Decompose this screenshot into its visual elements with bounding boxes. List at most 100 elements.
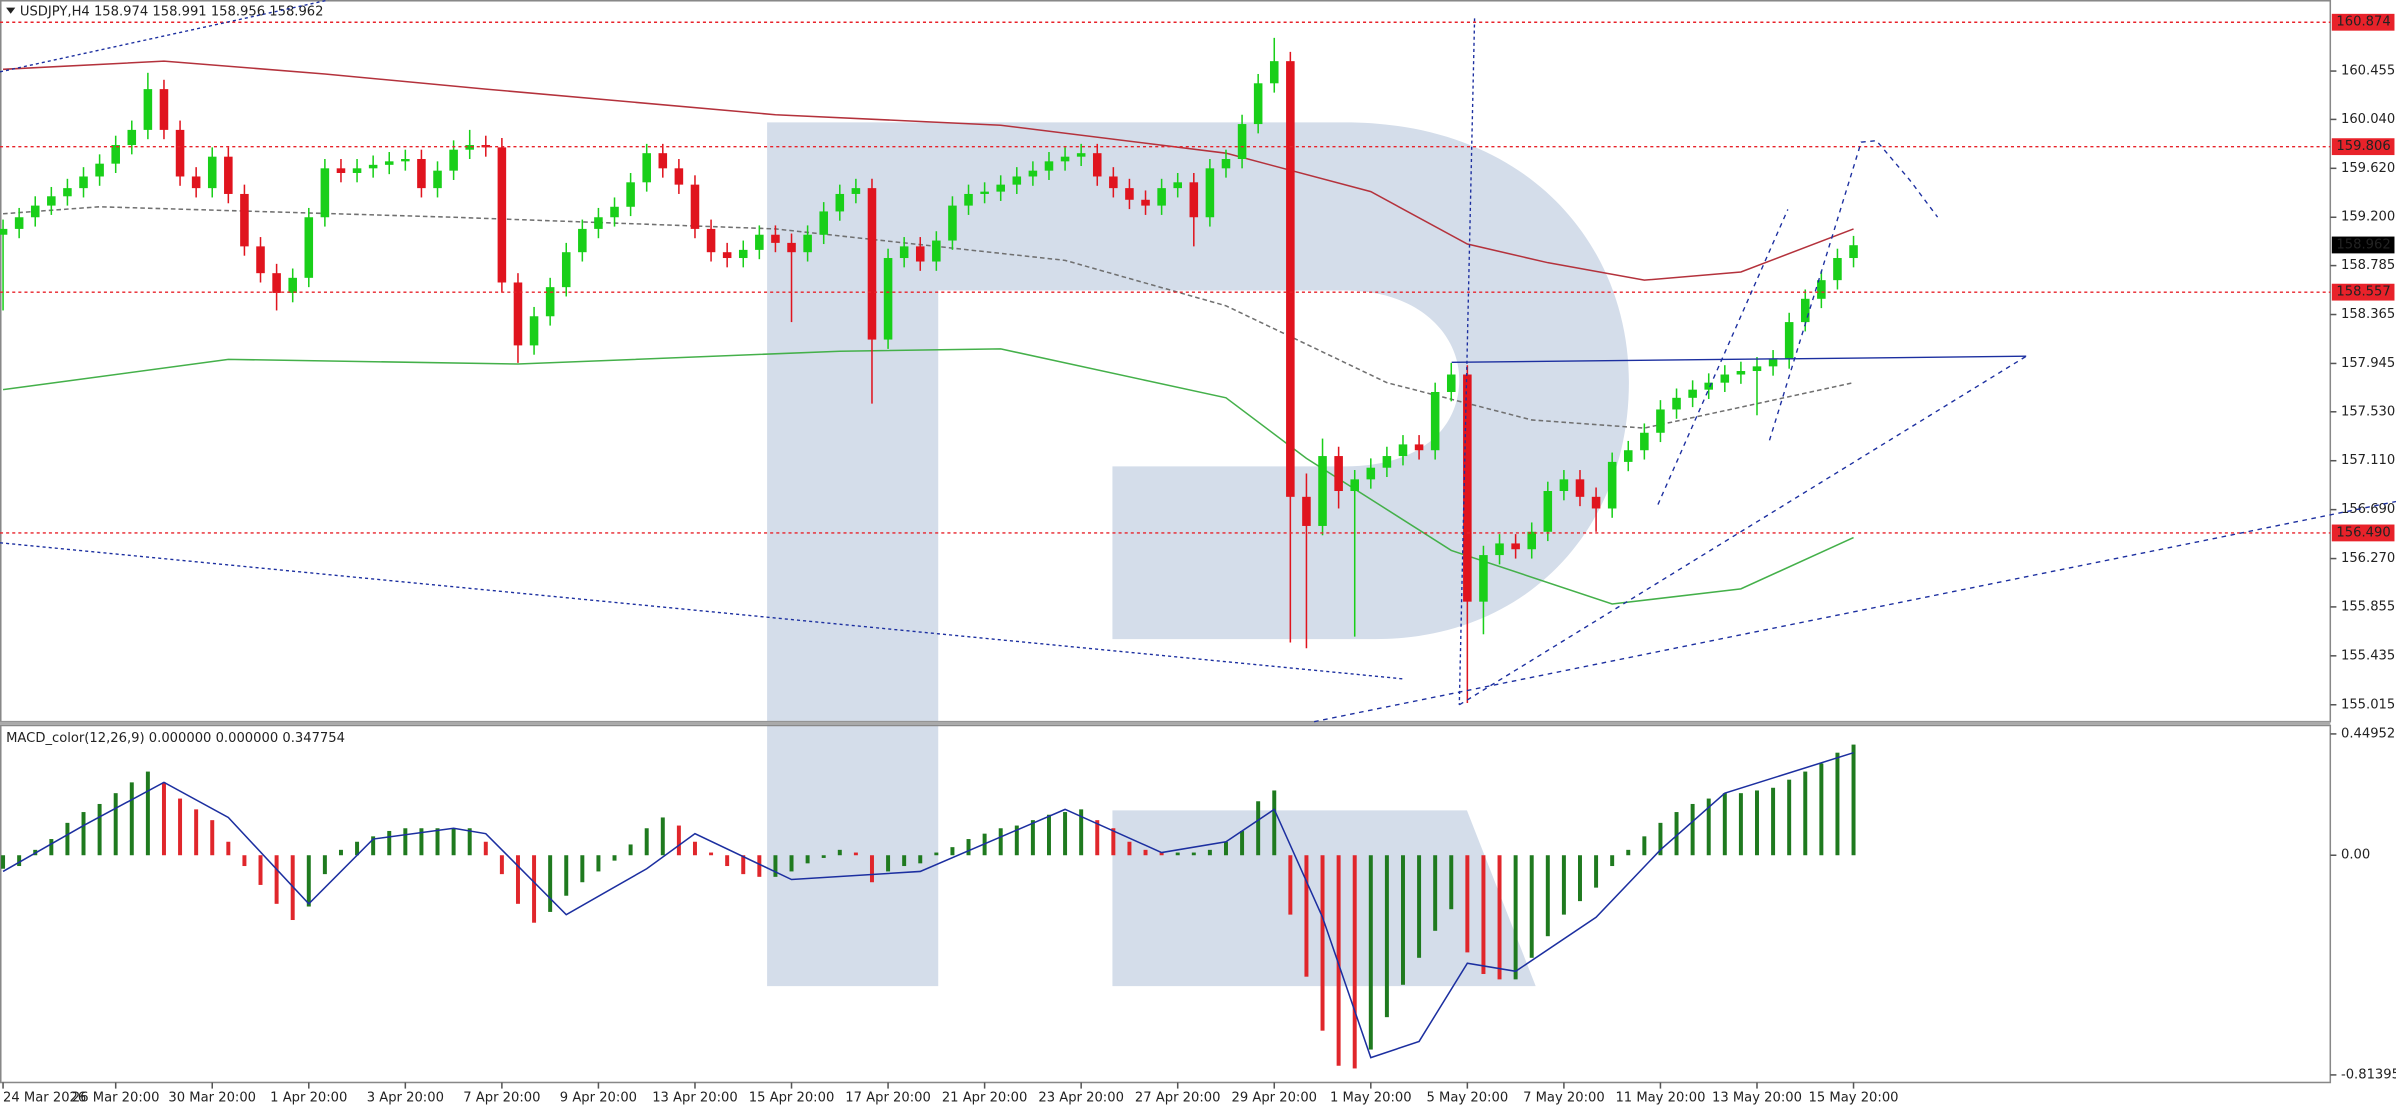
macd-bar	[1497, 855, 1502, 980]
macd-bar	[322, 855, 327, 875]
y-tick-label: 157.530	[2341, 404, 2395, 419]
candle-body	[1607, 461, 1617, 509]
candle-body	[674, 168, 684, 185]
macd-bar	[467, 828, 472, 856]
candle-body	[175, 129, 185, 177]
candle-body	[545, 287, 555, 317]
candle-body	[610, 206, 619, 218]
candle-body	[417, 159, 426, 189]
macd-bar	[1674, 812, 1679, 856]
price-label-box	[2331, 138, 2395, 156]
price-label-box	[2331, 283, 2395, 301]
macd-bar	[1191, 852, 1196, 856]
macd-bar	[81, 812, 86, 856]
macd-bar	[1207, 849, 1212, 856]
candle-body	[1430, 391, 1440, 451]
macd-bar	[306, 855, 311, 907]
macd-bar	[258, 855, 263, 885]
y-tick-label: 159.620	[2341, 161, 2395, 176]
candle-body	[1028, 170, 1038, 177]
macd-bar	[210, 820, 215, 856]
candle-body	[1800, 298, 1810, 323]
macd-bar	[837, 849, 842, 856]
y-tick-label: 0.449527	[2341, 726, 2396, 741]
indicator-title: MACD_color(12,26,9) 0.000000 0.000000 0.…	[6, 731, 345, 746]
candle-body	[47, 196, 56, 206]
candle-body	[1286, 61, 1295, 497]
macd-bar	[1529, 855, 1534, 958]
macd-bar	[676, 825, 681, 856]
candle-body	[1398, 444, 1408, 457]
x-tick-label: 1 Apr 20:00	[270, 1090, 347, 1105]
candle-body	[1849, 245, 1858, 259]
candle-body	[642, 153, 651, 183]
candle-body	[207, 156, 217, 189]
x-tick-label: 7 Apr 20:00	[463, 1090, 540, 1105]
macd-bar	[145, 771, 150, 856]
price-label: 158.962	[2336, 237, 2390, 252]
macd-bar	[1320, 855, 1325, 1031]
x-tick-label: 17 Apr 20:00	[845, 1090, 931, 1105]
candle-body	[1495, 543, 1504, 556]
candle-body	[1237, 124, 1247, 160]
y-tick-label: 158.785	[2341, 258, 2395, 273]
macd-bar	[1771, 787, 1776, 856]
watermark-letter	[767, 122, 1629, 987]
macd-bar	[1738, 793, 1743, 856]
candle-body	[0, 228, 8, 235]
macd-bar	[65, 822, 70, 856]
macd-bar	[1352, 855, 1357, 1069]
candle-body	[1302, 496, 1311, 526]
macd-bar	[1481, 855, 1486, 974]
candle-body	[883, 258, 893, 340]
price-label: 156.490	[2336, 525, 2390, 540]
macd-bar	[1079, 809, 1084, 856]
candle-body	[1656, 409, 1665, 433]
macd-bar	[161, 782, 166, 856]
price-label: 160.874	[2336, 15, 2390, 30]
candle-body	[304, 217, 314, 278]
candle-body	[980, 191, 989, 194]
macd-bar	[902, 855, 907, 867]
candle-body	[513, 282, 523, 346]
macd-bar	[1626, 849, 1631, 856]
macd-bar	[499, 855, 504, 875]
candle-body	[1559, 479, 1569, 492]
candle-body	[191, 176, 201, 189]
channel-line	[1657, 209, 1789, 505]
y-tick-label: 0.00	[2341, 848, 2370, 863]
candle-body	[1672, 397, 1681, 410]
x-tick-label: 9 Apr 20:00	[560, 1090, 637, 1105]
x-tick-label: 1 May 20:00	[1330, 1090, 1412, 1105]
macd-bar	[17, 855, 22, 867]
macd-bar	[129, 782, 134, 856]
x-tick-label: 30 Mar 20:00	[168, 1090, 256, 1105]
candle-body	[1640, 432, 1649, 451]
macd-bar	[1272, 790, 1277, 856]
forecast-path	[1768, 139, 1939, 441]
macd-bar	[998, 828, 1003, 856]
macd-bar	[451, 828, 456, 856]
candle-body	[63, 188, 72, 197]
x-tick-label: 29 Apr 20:00	[1231, 1090, 1317, 1105]
macd-bar	[371, 836, 376, 856]
macd-bar	[1578, 855, 1582, 902]
candle-body	[1704, 382, 1713, 390]
candle-body	[79, 176, 88, 189]
candle-body	[1446, 374, 1456, 392]
candle-body	[1817, 280, 1826, 299]
candle-body	[915, 246, 925, 262]
macd-bar	[644, 828, 649, 856]
macd-bar	[950, 847, 955, 856]
macd-bar	[1400, 855, 1405, 985]
candle-body	[1784, 322, 1794, 360]
candle-body	[433, 170, 442, 189]
macd-bar	[338, 849, 343, 856]
candle-body	[368, 164, 378, 169]
macd-bar	[532, 855, 537, 923]
macd-bar	[869, 855, 874, 883]
y-tick-label: 157.110	[2341, 453, 2395, 468]
candle-body	[561, 252, 571, 288]
macd-bar	[1433, 855, 1438, 931]
candle-body	[1318, 456, 1327, 526]
